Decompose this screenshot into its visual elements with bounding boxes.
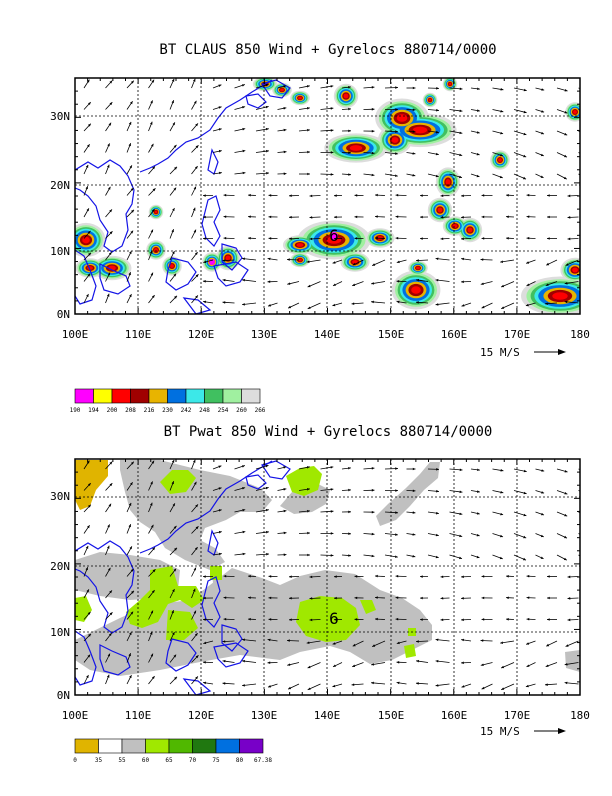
- reference-vector-label: 15 M/S: [480, 346, 520, 359]
- colorbar-swatch: [75, 739, 99, 753]
- lon-label: 160E: [441, 709, 468, 722]
- lon-label: 100E: [62, 709, 89, 722]
- bottom-lat-labels: 30N 20N 10N 0N: [50, 490, 70, 702]
- lat-label: 30N: [50, 490, 70, 503]
- colorbar-swatch: [186, 389, 205, 403]
- top-map-area: 6: [67, 77, 600, 316]
- bottom-colorbar: 0 35 55 60 65 70 75 80 67.38: [73, 739, 272, 764]
- colorbar-label: 60: [142, 757, 150, 764]
- colorbar-label: 65: [165, 757, 173, 764]
- top-lat-labels: 30N 20N 10N 0N: [50, 110, 70, 321]
- lat-label: 10N: [50, 626, 70, 639]
- colorbar-label: 70: [189, 757, 197, 764]
- lon-label: 100E: [62, 328, 89, 341]
- colorbar-label: 254: [218, 407, 229, 414]
- reference-arrow-head: [558, 728, 566, 734]
- colorbar-label: 248: [199, 407, 210, 414]
- lon-label: 160E: [441, 328, 468, 341]
- colorbar-label: 67.38: [254, 757, 272, 764]
- colorbar-label: 0: [73, 757, 77, 764]
- lon-label: 130E: [251, 328, 278, 341]
- top-panel: BT CLAUS 850 Wind + Gyrelocs 880714/0000: [50, 42, 599, 414]
- storm-location-label: 6: [329, 609, 339, 628]
- colorbar-label: 260: [236, 407, 247, 414]
- lon-label: 120E: [188, 328, 215, 341]
- lon-label: 170E: [504, 328, 531, 341]
- bottom-lon-labels: 100E 110E 120E 130E 140E 150E 160E 170E …: [62, 709, 590, 722]
- lat-label: 20N: [50, 179, 70, 192]
- colorbar-label: 208: [125, 407, 136, 414]
- colorbar-swatch: [122, 739, 146, 753]
- lon-label: 120E: [188, 709, 215, 722]
- bottom-panel: BT Pwat 850 Wind + Gyrelocs 880714/0000: [50, 424, 591, 764]
- colorbar-swatch: [242, 389, 261, 403]
- lat-label: 0N: [57, 689, 70, 702]
- top-title: BT CLAUS 850 Wind + Gyrelocs 880714/0000: [159, 42, 496, 58]
- colorbar-label: 200: [107, 407, 118, 414]
- lat-label: 0N: [57, 308, 70, 321]
- lon-label: 130E: [251, 709, 278, 722]
- colorbar-label: 35: [95, 757, 103, 764]
- colorbar-label: 194: [88, 407, 99, 414]
- lon-label: 110E: [125, 328, 152, 341]
- lon-label: 150E: [378, 709, 405, 722]
- colorbar-label: 55: [118, 757, 126, 764]
- bottom-map-area: 6: [75, 459, 591, 695]
- colorbar-swatch: [168, 389, 187, 403]
- lon-label: 140E: [314, 709, 341, 722]
- colorbar-swatch: [131, 389, 150, 403]
- colorbar-label: 80: [236, 757, 244, 764]
- lon-label: 140E: [314, 328, 341, 341]
- colorbar-label: 266: [255, 407, 266, 414]
- colorbar-label: 216: [144, 407, 155, 414]
- lat-label: 30N: [50, 110, 70, 123]
- colorbar-swatch: [146, 739, 170, 753]
- colorbar-label: 190: [70, 407, 81, 414]
- colorbar-swatch: [193, 739, 217, 753]
- lat-label: 10N: [50, 245, 70, 258]
- colorbar-swatch: [75, 389, 94, 403]
- lon-label: 170E: [504, 709, 531, 722]
- colorbar-swatch: [205, 389, 224, 403]
- colorbar-swatch: [94, 389, 113, 403]
- top-reference-vector: 15 M/S: [480, 346, 566, 359]
- colorbar-swatch: [240, 739, 264, 753]
- lon-label: 150E: [378, 328, 405, 341]
- colorbar-label: 75: [212, 757, 220, 764]
- lat-label: 20N: [50, 560, 70, 573]
- reference-vector-label: 15 M/S: [480, 725, 520, 738]
- colorbar-label: 242: [181, 407, 192, 414]
- colorbar-swatch: [112, 389, 131, 403]
- reference-arrow-head: [558, 349, 566, 355]
- colorbar-label: 230: [162, 407, 173, 414]
- top-lon-labels: 100E 110E 120E 130E 140E 150E 160E 170E …: [62, 328, 590, 341]
- top-colorbar: 190 194 200 208 216 230 242 248 254 260 266: [70, 389, 266, 414]
- colorbar-swatch: [216, 739, 240, 753]
- bottom-reference-vector: 15 M/S: [480, 725, 566, 738]
- lon-label: 110E: [125, 709, 152, 722]
- lon-label: 180: [570, 328, 590, 341]
- bottom-title: BT Pwat 850 Wind + Gyrelocs 880714/0000: [164, 424, 493, 440]
- lon-label: 180: [570, 709, 590, 722]
- storm-location-label: 6: [329, 226, 339, 245]
- colorbar-swatch: [169, 739, 193, 753]
- colorbar-swatch: [223, 389, 242, 403]
- colorbar-swatch: [149, 389, 168, 403]
- colorbar-swatch: [99, 739, 123, 753]
